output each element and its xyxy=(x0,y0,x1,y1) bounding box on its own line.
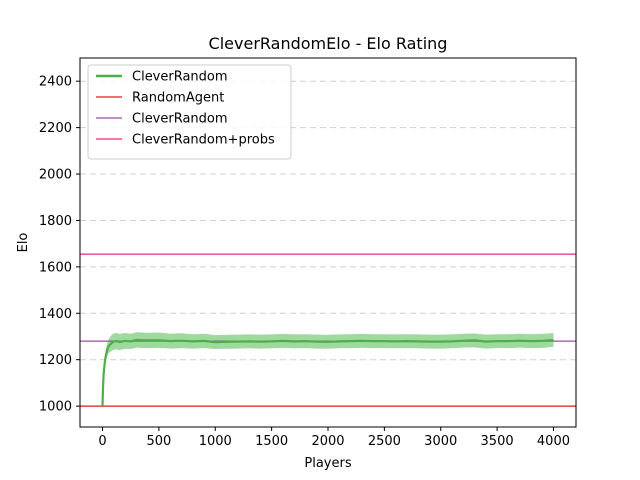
legend-label: CleverRandom xyxy=(132,70,228,85)
x-tick-label: 3500 xyxy=(481,434,514,449)
x-axis-ticks: 0 500 1000 1500 2000 2500 3000 3500 4000 xyxy=(98,427,570,449)
y-tick-label: 2000 xyxy=(39,168,72,183)
y-tick-label: 1000 xyxy=(39,400,72,415)
legend: CleverRandom RandomAgent CleverRandom Cleve… xyxy=(87,64,292,160)
legend-label: CleverRandom+probs xyxy=(132,133,275,148)
x-tick-label: 4000 xyxy=(537,434,570,449)
y-tick-label: 2400 xyxy=(39,75,72,90)
x-tick-label: 1500 xyxy=(255,434,288,449)
x-tick-label: 2000 xyxy=(311,434,344,449)
x-tick-label: 2500 xyxy=(368,434,401,449)
x-tick-label: 1000 xyxy=(199,434,232,449)
y-axis-ticks: 1000 1200 1400 1600 1800 2000 2200 2400 xyxy=(39,75,80,415)
legend-label: RandomAgent xyxy=(132,91,224,106)
y-tick-label: 1800 xyxy=(39,214,72,229)
y-tick-label: 1200 xyxy=(39,353,72,368)
x-tick-label: 500 xyxy=(146,434,171,449)
legend-label: CleverRandom xyxy=(132,112,228,127)
series-line-cleverrandom xyxy=(101,338,554,407)
y-tick-label: 1600 xyxy=(39,260,72,275)
y-tick-label: 1400 xyxy=(39,307,72,322)
y-tick-label: 2200 xyxy=(39,121,72,136)
x-tick-label: 3000 xyxy=(424,434,457,449)
y-axis-label: Elo xyxy=(16,233,31,253)
x-axis-label: Players xyxy=(304,456,351,471)
legend-box xyxy=(87,64,292,160)
series-line-layer xyxy=(101,338,554,407)
chart-title: CleverRandomElo - Elo Rating xyxy=(209,34,448,53)
x-tick-label: 0 xyxy=(98,434,106,449)
